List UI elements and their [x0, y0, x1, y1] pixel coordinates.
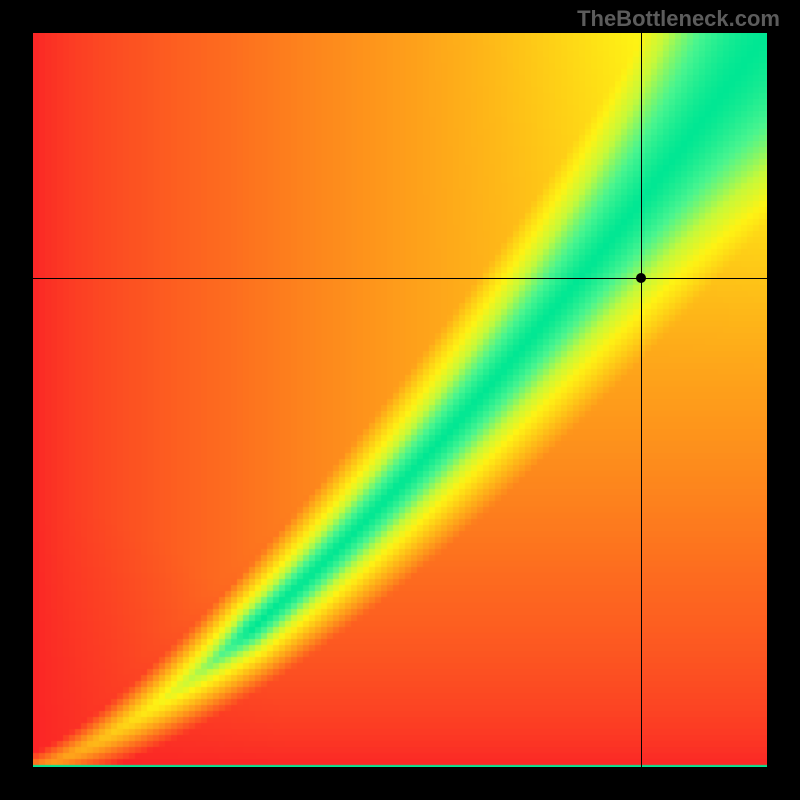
heatmap-canvas: [33, 33, 767, 767]
crosshair-vertical: [641, 33, 642, 767]
crosshair-horizontal: [33, 278, 767, 279]
watermark-text: TheBottleneck.com: [577, 6, 780, 32]
heatmap-plot: [33, 33, 767, 767]
crosshair-marker: [636, 273, 646, 283]
